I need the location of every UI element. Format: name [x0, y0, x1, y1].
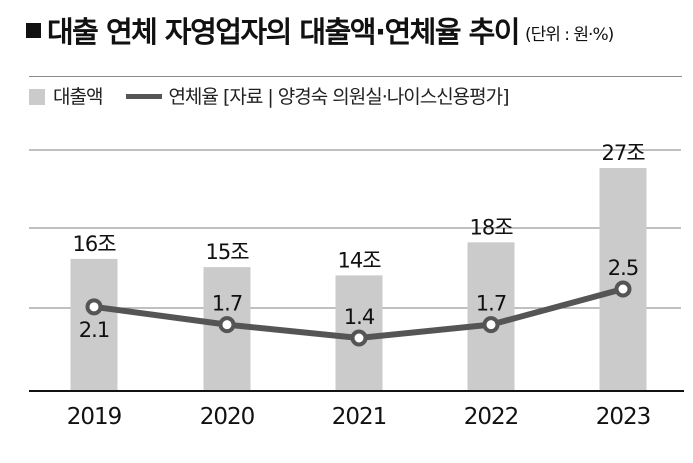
header-divider — [29, 76, 682, 77]
line-series — [85, 280, 632, 347]
bar-value-label: 18조 — [469, 215, 513, 239]
rate-value-label: 1.4 — [344, 305, 375, 329]
title-square-icon — [26, 23, 41, 38]
bar-value-label: 15조 — [205, 240, 249, 264]
bar-value-label: 16조 — [72, 232, 116, 256]
source-label: [자료 | 양경숙 의원실·나이스신용평가] — [222, 86, 510, 108]
legend-bar-swatch-icon — [29, 89, 45, 105]
x-tick-label: 2023 — [596, 404, 651, 430]
legend: 대출액 연체율 [자료 | 양경숙 의원실·나이스신용평가] — [29, 84, 510, 110]
bar-value-label: 27조 — [601, 141, 645, 165]
x-tick-label: 2022 — [464, 404, 519, 430]
bar-series — [70, 168, 647, 391]
bar-value-label: 14조 — [337, 248, 381, 272]
unit-label: (단위 : 원·%) — [524, 25, 614, 45]
x-tick-label: 2021 — [332, 404, 387, 430]
legend-bar-label: 대출액 — [53, 86, 103, 108]
title-text: 대출 연체 자영업자의 대출액·연체율 추이 — [47, 15, 520, 49]
x-axis-labels: 2019 2020 2021 2022 2023 — [67, 404, 652, 430]
chart-title: 대출 연체 자영업자의 대출액·연체율 추이 (단위 : 원·%) — [26, 12, 614, 55]
x-tick-label: 2020 — [200, 404, 255, 430]
x-tick-label: 2019 — [67, 404, 122, 430]
rate-point-marker — [218, 316, 236, 334]
bar-2019 — [70, 258, 118, 391]
rate-point-marker — [614, 280, 632, 298]
bar-2023 — [599, 168, 647, 391]
rate-point-marker — [350, 329, 368, 347]
rate-value-label: 1.7 — [212, 292, 242, 316]
rate-point-marker — [85, 298, 103, 316]
data-labels: 16조 15조 14조 18조 27조 2.1 1.7 1.4 1.7 2.5 — [72, 141, 646, 342]
legend-line-swatch-icon — [126, 94, 163, 99]
legend-line-label: 연체율 — [168, 86, 218, 108]
rate-point-marker — [482, 316, 500, 334]
rate-value-label: 2.1 — [79, 318, 109, 342]
rate-value-label: 1.7 — [476, 292, 506, 316]
rate-value-label: 2.5 — [608, 256, 638, 280]
